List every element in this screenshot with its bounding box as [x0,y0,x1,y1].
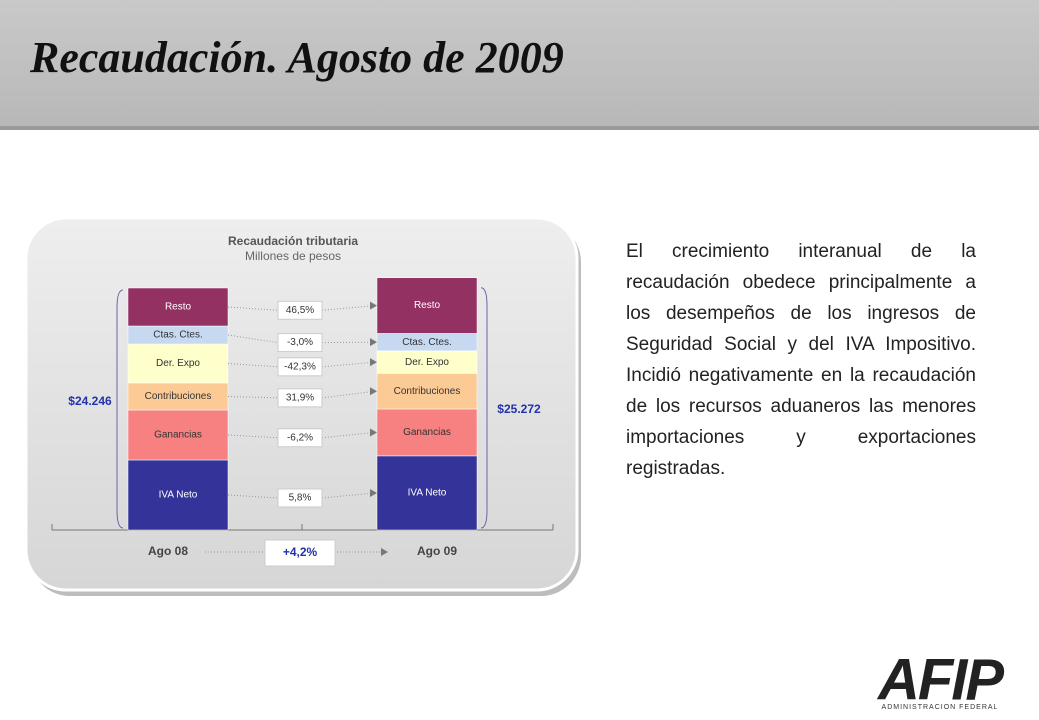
change-box [277,388,323,408]
bar-segment [376,277,478,334]
segment-label: Contribuciones [394,386,461,397]
segment-label: Ganancias [403,427,451,438]
logo: AFIP ADMINISTRACION FEDERAL [876,647,1006,712]
change-box [277,428,323,448]
logo-mark: AFIP [876,647,1004,712]
segment-label: Ganancias [154,430,202,441]
change-label: 31,9% [286,392,314,403]
bar-segment [127,382,229,411]
bar-segment [127,459,229,531]
total-label: $25.272 [497,402,541,416]
segment-label: IVA Neto [159,490,198,501]
x-tick-label: Ago 08 [148,544,188,558]
change-box [277,333,323,353]
connector-arrow [370,338,377,347]
bar-segment [127,409,229,461]
bar-segment [376,455,478,531]
change-box [277,488,323,508]
logo-caption: ADMINISTRACION FEDERAL [882,704,999,711]
slide-title: Recaudación. Agosto de 2009 [29,33,564,82]
total-bracket [116,289,124,529]
segment-label: Der. Expo [405,357,449,368]
connector-arrow [370,428,377,437]
segment-label: Contribuciones [145,391,212,402]
change-label: -6,2% [287,432,313,443]
segment-label: IVA Neto [408,488,447,499]
body-text: El crecimiento interanual de la recaudac… [626,241,976,479]
bar-segment [376,373,478,410]
total-label: $24.246 [68,394,112,408]
segment-label: Resto [165,302,192,313]
header-band [0,0,1039,126]
segment-label: Der. Expo [156,358,200,369]
change-box [277,300,323,320]
bar-segment [127,287,229,327]
connector-arrow [370,387,377,396]
change-label: -3,0% [287,337,313,348]
connector-arrow [370,358,377,367]
connector-arrow [381,548,388,556]
chart-subtitle: Millones de pesos [245,249,341,263]
segment-label: Ctas. Ctes. [153,330,202,341]
connector-arrow [370,301,377,310]
segment-label: Resto [414,300,441,311]
bar-segment [127,343,229,384]
total-bracket [480,287,488,529]
header-shadow [0,126,1039,130]
change-label: -42,3% [284,361,316,372]
total-change-label: +4,2% [283,545,318,559]
chart-title: Recaudación tributaria [228,234,358,248]
connector [227,334,279,344]
segment-label: Ctas. Ctes. [402,337,451,348]
change-box [264,539,336,567]
change-label: 46,5% [286,305,314,316]
x-tick-label: Ago 09 [417,544,457,558]
change-label: 5,8% [289,493,312,504]
connector-arrow [370,488,377,497]
bar-segment [376,408,478,457]
change-box [277,357,323,377]
